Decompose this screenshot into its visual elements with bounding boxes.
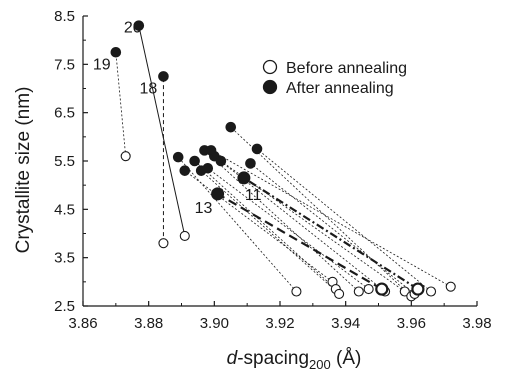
- connector-line: [256, 148, 432, 292]
- after-annealing-point: [133, 20, 145, 31]
- connector-line: [177, 156, 297, 292]
- legend-after-label: After annealing: [286, 80, 394, 97]
- connector-line: [194, 160, 337, 290]
- before-annealing-point: [120, 151, 131, 162]
- connector-line: [210, 150, 451, 288]
- y-tick-label: 2.5: [54, 298, 75, 315]
- after-annealing-point: [237, 171, 251, 185]
- legend-before-label: Before annealing: [286, 60, 407, 77]
- before-annealing-point: [445, 281, 456, 292]
- after-annealing-point: [225, 121, 237, 133]
- connector-line: [207, 167, 369, 290]
- point-label-13: 13: [195, 200, 213, 217]
- x-tick-label: 3.94: [331, 315, 360, 332]
- x-axis-title-italic: d: [227, 348, 239, 369]
- connector-line: [220, 160, 405, 292]
- before-annealing-point: [363, 284, 374, 295]
- x-ticks: 3.86 3.88 3.90 3.92 3.94 3.96 3.98: [68, 301, 492, 332]
- connector-line: [138, 25, 186, 237]
- legend: Before annealing After annealing: [262, 59, 407, 97]
- after-annealing-point: [202, 162, 214, 174]
- x-tick-label: 3.92: [265, 315, 294, 332]
- y-tick-label: 5.5: [54, 153, 75, 170]
- x-axis-title: d-spacing200 (Å): [227, 348, 362, 372]
- after-annealing-point: [245, 158, 256, 169]
- before-annealing-point: [425, 286, 437, 297]
- point-label-18: 18: [139, 80, 157, 97]
- before-annealing-point: [411, 282, 425, 296]
- x-axis-title-subscript: 200: [309, 357, 331, 372]
- y-axis-title: Crystallite size (nm): [13, 87, 34, 254]
- connector-line: [204, 150, 360, 292]
- after-annealing-point: [172, 151, 184, 163]
- y-tick-label: 8.5: [54, 8, 75, 25]
- data-points: [110, 20, 456, 302]
- axes: [82, 16, 477, 307]
- after-annealing-point: [211, 187, 225, 201]
- x-tick-label: 3.90: [200, 315, 229, 332]
- connector-line: [250, 163, 415, 295]
- connector-line: [243, 176, 419, 291]
- after-annealing-point: [205, 145, 217, 156]
- x-axis-title-unit: (Å): [331, 348, 362, 369]
- y-tick-label: 3.5: [54, 250, 75, 267]
- connector-line: [230, 126, 412, 297]
- connector-line: [115, 52, 127, 157]
- connector-line: [200, 170, 340, 295]
- point-annotations: 19 20 18 13 11: [93, 20, 262, 217]
- after-annealing-point: [110, 46, 122, 58]
- before-annealing-point: [291, 286, 302, 297]
- before-annealing-point: [158, 238, 169, 249]
- before-annealing-point: [353, 286, 364, 297]
- x-axis-title-main: -spacing: [237, 348, 309, 369]
- x-tick-label: 3.96: [397, 315, 426, 332]
- before-annealing-point: [179, 230, 190, 241]
- after-annealing-point: [179, 165, 191, 176]
- legend-after-marker: [262, 79, 278, 95]
- connector-line: [184, 170, 333, 283]
- y-ticks: 2.5 3.5 4.5 5.5 6.5 7.5 8.5: [54, 8, 88, 315]
- before-annealing-point: [375, 282, 389, 296]
- after-annealing-point: [215, 155, 227, 167]
- point-label-19: 19: [93, 56, 111, 73]
- y-tick-label: 6.5: [54, 105, 75, 122]
- point-label-11: 11: [245, 187, 262, 204]
- connector-line: [217, 192, 383, 291]
- before-annealing-point: [334, 288, 345, 299]
- after-annealing-point: [251, 143, 263, 155]
- after-annealing-point: [158, 71, 169, 82]
- legend-before-marker: [262, 59, 278, 75]
- x-tick-label: 3.86: [68, 315, 97, 332]
- x-tick-label: 3.98: [462, 315, 491, 332]
- y-tick-label: 4.5: [54, 201, 75, 218]
- y-tick-label: 7.5: [54, 56, 75, 73]
- point-label-20: 20: [124, 20, 142, 37]
- x-tick-label: 3.88: [134, 315, 163, 332]
- after-annealing-point: [189, 155, 200, 167]
